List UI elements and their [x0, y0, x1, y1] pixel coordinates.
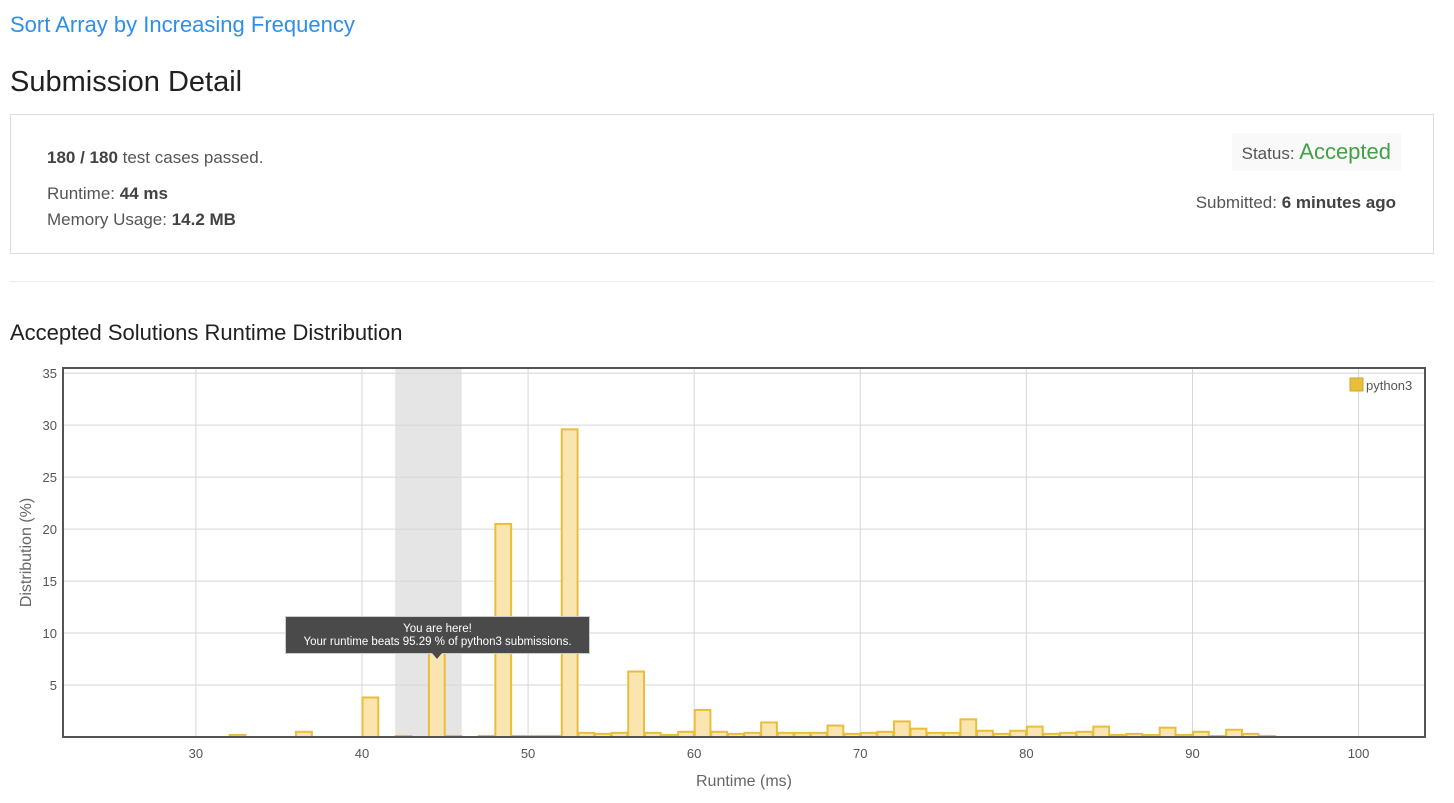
test-cases-count: 180 / 180: [47, 148, 118, 167]
status-value[interactable]: Accepted: [1299, 139, 1391, 164]
x-tick-label: 90: [1185, 746, 1199, 761]
memory-label: Memory Usage:: [47, 210, 172, 229]
histogram-bar: [560, 428, 579, 738]
y-axis-label: Distribution (%): [18, 498, 35, 607]
submitted-value: 6 minutes ago: [1281, 193, 1396, 212]
y-tick-label: 25: [43, 470, 57, 485]
runtime-tooltip: You are here! Your runtime beats 95.29 %…: [285, 616, 590, 654]
histogram-bar: [1225, 728, 1243, 738]
tooltip-arrow: [432, 653, 442, 659]
histogram-bar: [826, 724, 845, 739]
histogram-bar: [1158, 726, 1177, 739]
runtime-line: Runtime: 44 ms: [47, 181, 263, 207]
x-tick-label: 70: [853, 746, 867, 761]
problem-title-link[interactable]: Sort Array by Increasing Frequency: [10, 12, 355, 37]
histogram-bar: [427, 646, 446, 739]
x-tick-label: 50: [521, 746, 535, 761]
test-cases-line: 180 / 180 test cases passed.: [47, 145, 263, 171]
x-tick-label: 30: [189, 746, 203, 761]
histogram-bar: [909, 727, 928, 739]
histogram-bar: [892, 720, 911, 738]
histogram-bar: [1025, 725, 1044, 739]
status-label: Status:: [1241, 144, 1300, 163]
submitted-time: Submitted: 6 minutes ago: [1196, 193, 1396, 213]
histogram-bar: [1092, 725, 1111, 739]
histogram-bar: [693, 708, 712, 739]
y-tick-label: 15: [43, 574, 57, 589]
memory-line: Memory Usage: 14.2 MB: [47, 207, 263, 233]
histogram-bar: [959, 718, 978, 739]
y-tick-label: 30: [43, 418, 57, 433]
runtime-value: 44 ms: [119, 184, 168, 203]
submitted-label: Submitted:: [1195, 193, 1282, 212]
y-tick-label: 20: [43, 522, 57, 537]
tooltip-title: You are here!: [403, 623, 472, 635]
y-tick-label: 5: [50, 678, 57, 693]
x-tick-label: 100: [1348, 746, 1370, 761]
section-divider: [10, 281, 1434, 282]
chart-title: Accepted Solutions Runtime Distribution: [10, 320, 403, 345]
test-cases-suffix: test cases passed.: [117, 148, 264, 167]
histogram-bar: [627, 670, 646, 739]
page-title: Submission Detail: [10, 66, 243, 98]
submission-stats: 180 / 180 test cases passed. Runtime: 44…: [47, 145, 263, 233]
y-tick-label: 35: [43, 366, 57, 381]
status-badge: Status: Accepted: [1231, 133, 1401, 171]
submission-detail-card: 180 / 180 test cases passed. Runtime: 44…: [10, 114, 1434, 254]
plot-frame: [62, 367, 1426, 738]
legend-swatch: [1349, 377, 1364, 392]
legend-label: python3: [1366, 378, 1412, 393]
tooltip-body: Your runtime beats 95.29 % of python3 su…: [303, 636, 572, 648]
x-axis-label: Runtime (ms): [696, 773, 792, 790]
runtime-label: Runtime:: [47, 184, 120, 203]
histogram-bar: [361, 696, 380, 738]
x-tick-label: 80: [1019, 746, 1033, 761]
memory-value: 14.2 MB: [171, 210, 236, 229]
x-tick-label: 40: [355, 746, 369, 761]
x-tick-label: 60: [687, 746, 701, 761]
histogram-bar: [760, 721, 778, 738]
y-tick-label: 10: [43, 626, 57, 641]
